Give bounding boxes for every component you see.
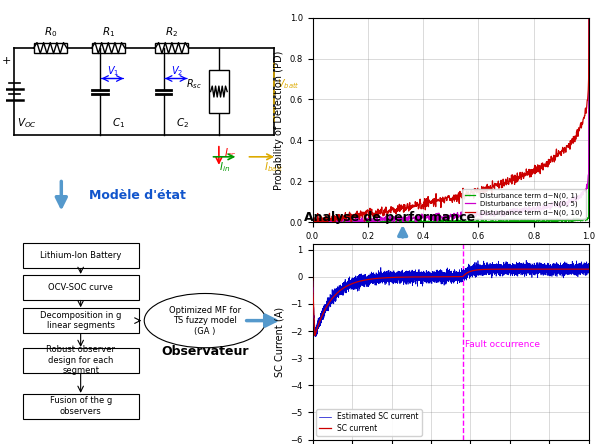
Text: $V_1$: $V_1$ — [107, 64, 119, 78]
Disturbance term d~N(0, 1) — [585, 15, 593, 20]
Text: $C_1$: $C_1$ — [112, 116, 126, 130]
SC current — [409, 274, 416, 280]
Disturbance term d~N(0, 5) — [309, 218, 316, 223]
SC current — [309, 274, 316, 279]
Bar — [92, 43, 125, 53]
Disturbance term d~N(0, 1) — [470, 219, 477, 224]
Estimated SC current — [514, 266, 521, 271]
Text: $I_{sc}$: $I_{sc}$ — [224, 146, 237, 159]
Text: $I_{in}$: $I_{in}$ — [219, 160, 230, 174]
Text: Fault occurrence: Fault occurrence — [465, 340, 540, 349]
Text: Modèle d'état: Modèle d'état — [89, 190, 186, 202]
SC current — [311, 333, 319, 338]
Disturbance term d~N(0, 5) — [486, 211, 493, 217]
Disturbance term d~N(0, 1) — [548, 218, 555, 223]
Line: Disturbance term d~N(0, 5): Disturbance term d~N(0, 5) — [313, 19, 589, 222]
Y-axis label: Probability of Detection (PD): Probability of Detection (PD) — [274, 50, 284, 190]
Text: $R_{sc}$: $R_{sc}$ — [186, 77, 203, 91]
Disturbance term d~N(0, 1) — [486, 218, 493, 224]
Disturbance term d~N(0, 5) — [470, 214, 477, 220]
Bar — [34, 43, 67, 53]
Disturbance term d~N(0, 10) — [585, 15, 593, 20]
Text: $R_0$: $R_0$ — [44, 25, 57, 39]
Estimated SC current — [472, 266, 480, 272]
Text: Robust observer
design for each
segment: Robust observer design for each segment — [46, 345, 115, 375]
Line: Estimated SC current: Estimated SC current — [313, 260, 589, 337]
Estimated SC current — [409, 277, 416, 282]
Line: SC current: SC current — [313, 269, 589, 335]
Estimated SC current — [529, 267, 536, 273]
Line: Disturbance term d~N(0, 10): Disturbance term d~N(0, 10) — [313, 18, 589, 222]
Disturbance term d~N(0, 1) — [326, 219, 334, 224]
Disturbance term d~N(0, 10) — [547, 160, 554, 165]
Text: +: + — [1, 56, 11, 66]
Text: $V_{OC}$: $V_{OC}$ — [17, 116, 37, 130]
Text: $I_{batt}$: $I_{batt}$ — [264, 160, 284, 174]
X-axis label: Probability of False Alarm (PFA): Probability of False Alarm (PFA) — [375, 246, 526, 256]
SC current — [484, 267, 492, 272]
FancyBboxPatch shape — [23, 394, 139, 419]
Text: $R_1$: $R_1$ — [102, 25, 115, 39]
Text: $V_2$: $V_2$ — [171, 64, 183, 78]
Disturbance term d~N(0, 5) — [326, 219, 334, 225]
Text: Optimized MF for
TS fuzzy model
(GA ): Optimized MF for TS fuzzy model (GA ) — [169, 306, 241, 336]
Legend: Disturbance term d~N(0, 1), Disturbance term d~N(0, 5), Disturbance term d~N(0, : Disturbance term d~N(0, 1), Disturbance … — [462, 189, 585, 218]
SC current — [585, 266, 593, 272]
Disturbance term d~N(0, 1) — [310, 219, 317, 225]
SC current — [323, 304, 330, 309]
FancyBboxPatch shape — [23, 308, 139, 333]
Disturbance term d~N(0, 10) — [477, 191, 484, 196]
SC current — [472, 267, 480, 273]
Estimated SC current — [323, 306, 330, 312]
Estimated SC current — [484, 270, 492, 276]
Disturbance term d~N(0, 5) — [519, 206, 526, 211]
Text: Observateur: Observateur — [161, 345, 249, 358]
Bar — [209, 70, 228, 113]
Disturbance term d~N(0, 10) — [485, 184, 492, 189]
Line: Disturbance term d~N(0, 1): Disturbance term d~N(0, 1) — [313, 18, 589, 222]
Disturbance term d~N(0, 5) — [310, 219, 317, 225]
Text: $C_2$: $C_2$ — [176, 116, 189, 130]
FancyBboxPatch shape — [23, 348, 139, 373]
Disturbance term d~N(0, 10) — [469, 189, 477, 194]
Disturbance term d~N(0, 1) — [519, 219, 526, 225]
SC current — [514, 266, 521, 272]
Text: $R_2$: $R_2$ — [165, 25, 178, 39]
Disturbance term d~N(0, 10) — [519, 170, 526, 175]
Legend: Estimated SC current, SC current: Estimated SC current, SC current — [316, 409, 421, 436]
Text: Fusion of the g
observers: Fusion of the g observers — [49, 396, 112, 416]
Text: $V_{batt}$: $V_{batt}$ — [277, 77, 300, 91]
Estimated SC current — [585, 265, 593, 270]
Text: Decomposition in g
linear segments: Decomposition in g linear segments — [40, 311, 121, 330]
FancyBboxPatch shape — [23, 243, 139, 269]
Disturbance term d~N(0, 5) — [477, 215, 484, 220]
Text: Analyse de performance: Analyse de performance — [304, 211, 475, 224]
Ellipse shape — [144, 293, 266, 348]
Estimated SC current — [312, 334, 319, 339]
Disturbance term d~N(0, 10) — [326, 210, 333, 216]
Disturbance term d~N(0, 10) — [309, 219, 316, 225]
Estimated SC current — [523, 258, 530, 263]
Disturbance term d~N(0, 1) — [477, 219, 484, 225]
SC current — [529, 266, 536, 272]
Text: OCV-SOC curve: OCV-SOC curve — [48, 283, 113, 292]
Estimated SC current — [309, 274, 316, 279]
FancyBboxPatch shape — [23, 275, 139, 300]
Bar — [155, 43, 189, 53]
Disturbance term d~N(0, 1) — [309, 219, 316, 224]
Y-axis label: SC Current (A): SC Current (A) — [275, 307, 285, 377]
Disturbance term d~N(0, 5) — [548, 202, 555, 207]
Text: Lithium-Ion Battery: Lithium-Ion Battery — [40, 251, 121, 261]
Disturbance term d~N(0, 5) — [585, 16, 593, 22]
